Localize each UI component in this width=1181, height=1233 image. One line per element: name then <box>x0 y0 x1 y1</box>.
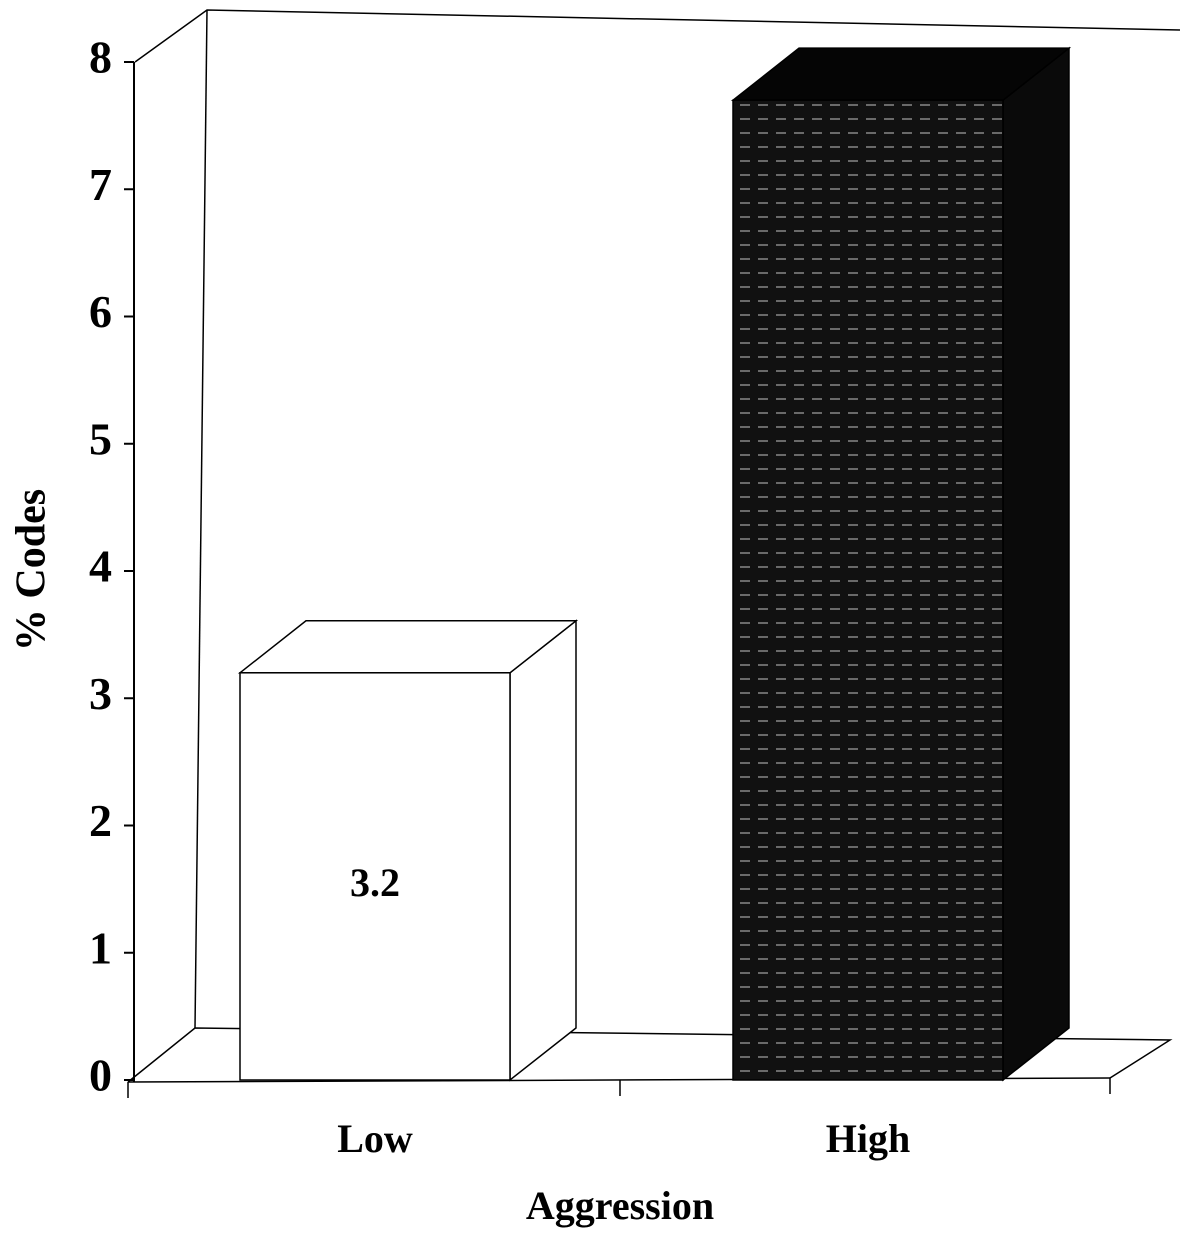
x-axis-title: Aggression <box>526 1183 714 1228</box>
bar-side <box>1002 46 1070 1082</box>
y-tick-label: 4 <box>89 541 112 592</box>
x-tick-label: Low <box>337 1116 413 1161</box>
y-tick-label: 6 <box>89 286 112 337</box>
bar-side <box>509 619 577 1082</box>
bar <box>732 99 1004 1081</box>
y-tick-label: 8 <box>89 32 112 83</box>
y-tick-label: 7 <box>89 159 112 210</box>
y-tick-label: 1 <box>89 922 112 973</box>
y-axis-title: % Codes <box>9 489 55 651</box>
bar <box>239 672 511 1081</box>
y-tick-label: 5 <box>89 413 112 464</box>
y-tick-label: 0 <box>89 1050 112 1101</box>
x-tick-label: High <box>826 1116 910 1161</box>
y-tick-label: 2 <box>89 795 112 846</box>
y-tick-label: 3 <box>89 668 112 719</box>
data-label: 3.2 <box>350 860 400 905</box>
